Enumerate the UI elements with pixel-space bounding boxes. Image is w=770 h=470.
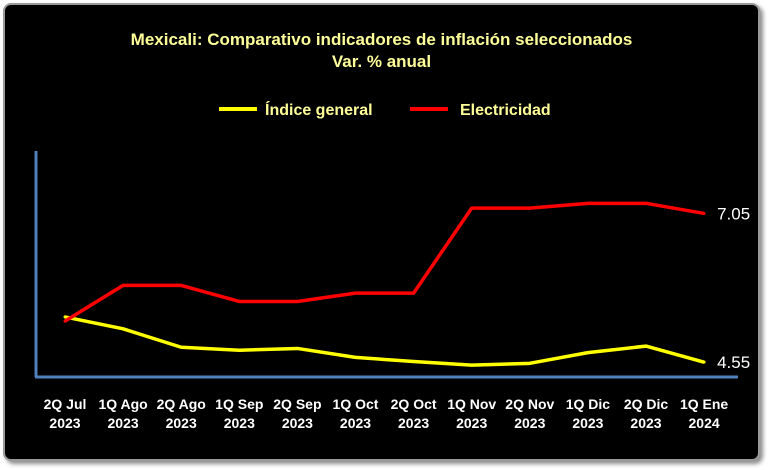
x-tick-label-year: 2023 bbox=[398, 415, 429, 431]
x-tick-label-year: 2023 bbox=[49, 415, 80, 431]
chart-subtitle: Var. % anual bbox=[331, 52, 432, 71]
legend-label: Índice general bbox=[265, 100, 373, 119]
x-tick-label: 1Q Ago 2023 bbox=[98, 396, 147, 431]
data-point bbox=[179, 283, 183, 287]
x-tick-label: 2Q Nov 2023 bbox=[505, 396, 554, 431]
x-tick-label: 2Q Ago 2023 bbox=[157, 396, 206, 431]
data-point bbox=[702, 360, 706, 364]
x-tick-label: 1Q Ene 2024 bbox=[680, 396, 728, 431]
x-tick-label-year: 2023 bbox=[514, 415, 545, 431]
x-tick-label-year: 2023 bbox=[340, 415, 371, 431]
data-point bbox=[237, 348, 241, 352]
data-point bbox=[63, 319, 67, 323]
x-tick-label-period: 2Q Dic bbox=[624, 396, 669, 412]
data-point bbox=[354, 291, 357, 295]
x-tick-label-period: 1Q Dic bbox=[566, 396, 611, 412]
data-point bbox=[179, 345, 183, 349]
series-line bbox=[64, 315, 705, 367]
data-point bbox=[586, 351, 590, 355]
data-point bbox=[237, 299, 241, 303]
x-tick-label-period: 2Q Oct bbox=[391, 396, 437, 412]
data-point bbox=[121, 327, 125, 331]
data-point bbox=[586, 201, 590, 205]
x-tick-label-year: 2023 bbox=[572, 415, 603, 431]
x-tick-label-year: 2023 bbox=[166, 415, 197, 431]
x-tick-label-year: 2024 bbox=[689, 415, 720, 431]
legend-label: Electricidad bbox=[460, 102, 551, 119]
x-tick-label: 2Q Dic 2023 bbox=[624, 396, 669, 431]
x-tick-label-period: 2Q Jul bbox=[44, 396, 87, 412]
data-point bbox=[295, 346, 299, 350]
data-point bbox=[644, 201, 648, 205]
x-tick-label-period: 1Q Ago bbox=[98, 396, 147, 412]
x-tick-label-period: 1Q Sep bbox=[215, 396, 263, 412]
x-tick-label-year: 2023 bbox=[282, 415, 313, 431]
x-tick-label: 2Q Jul 2023 bbox=[44, 396, 87, 431]
line-chart: 2Q Jul 2023 1Q Ago 2023 2Q Ago 2023 1Q Sep 2023… bbox=[34, 100, 750, 431]
data-point bbox=[470, 206, 474, 210]
data-point bbox=[63, 315, 67, 319]
x-tick-label-period: 1Q Nov bbox=[447, 396, 496, 412]
data-point bbox=[412, 291, 416, 295]
x-tick-label-period: 2Q Nov bbox=[505, 396, 554, 412]
chart-frame: Mexicali: Comparativo indicadores de inf… bbox=[3, 3, 760, 461]
data-point bbox=[470, 363, 474, 367]
chart-title-block: Mexicali: Comparativo indicadores de inf… bbox=[5, 29, 758, 73]
end-value-label: 4.55 bbox=[717, 353, 750, 372]
x-tick-label-year: 2023 bbox=[224, 415, 255, 431]
data-point bbox=[412, 360, 416, 364]
data-point bbox=[528, 206, 532, 210]
x-tick-label-year: 2023 bbox=[108, 415, 139, 431]
series-line bbox=[64, 201, 705, 323]
end-value-label: 7.05 bbox=[717, 204, 750, 223]
data-point bbox=[528, 361, 532, 365]
chart-title: Mexicali: Comparativo indicadores de inf… bbox=[130, 30, 633, 49]
x-tick-label: 1Q Dic 2023 bbox=[566, 396, 611, 431]
x-tick-label-year: 2023 bbox=[630, 415, 661, 431]
data-point bbox=[702, 211, 706, 215]
data-point bbox=[354, 355, 357, 359]
x-tick-label: 2Q Oct 2023 bbox=[391, 396, 437, 431]
x-tick-label: 1Q Nov 2023 bbox=[447, 396, 496, 431]
x-tick-label-period: 2Q Sep bbox=[273, 396, 321, 412]
x-tick-label-year: 2023 bbox=[456, 415, 487, 431]
x-tick-label-period: 1Q Ene bbox=[680, 396, 728, 412]
x-tick-label: 2Q Sep 2023 bbox=[273, 396, 321, 431]
data-point bbox=[644, 344, 648, 348]
x-tick-label: 1Q Sep 2023 bbox=[215, 396, 263, 431]
x-tick-label: 1Q Oct 2023 bbox=[333, 396, 379, 431]
data-point bbox=[295, 299, 299, 303]
x-tick-label-period: 2Q Ago bbox=[157, 396, 206, 412]
x-tick-label-period: 1Q Oct bbox=[333, 396, 379, 412]
data-point bbox=[121, 283, 125, 287]
